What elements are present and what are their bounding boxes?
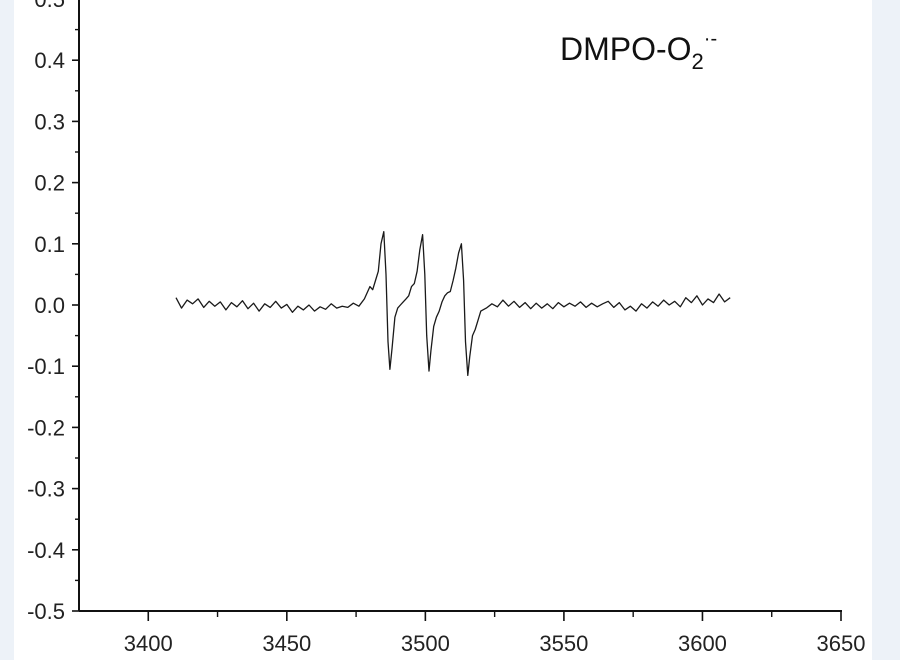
left-margin (0, 0, 14, 660)
y-tick-label: 0.3 (34, 109, 65, 134)
y-tick-label: -0.4 (27, 538, 65, 563)
axes (78, 0, 842, 612)
y-tick-label: 0.2 (34, 171, 65, 196)
x-tick-label: 3400 (124, 631, 173, 656)
y-tick-label: -0.2 (27, 415, 65, 440)
x-tick-label: 3600 (678, 631, 727, 656)
y-tick-label: -0.3 (27, 477, 65, 502)
y-tick-label: -0.1 (27, 354, 65, 379)
y-tick-label: 0.5 (34, 0, 65, 12)
y-tick-label: 0.4 (34, 48, 65, 73)
y-tick-label: 0.0 (34, 293, 65, 318)
x-tick-label: 3500 (401, 631, 450, 656)
y-tick-label: -0.5 (27, 599, 65, 624)
series-line (175, 230, 731, 377)
ticks: 0.5 0.4 0.3 0.2 0.1 0.0 -0.1 -0.2 -0.3 -0.4 -0.5 34… (27, 0, 865, 656)
y-tick-label: 0.1 (34, 232, 65, 257)
x-tick-label: 3450 (262, 631, 311, 656)
x-tick-label: 3550 (539, 631, 588, 656)
x-tick-label: 3650 (817, 631, 866, 656)
right-margin (872, 0, 900, 660)
annotation-label: DMPO-O2·- (560, 28, 717, 74)
